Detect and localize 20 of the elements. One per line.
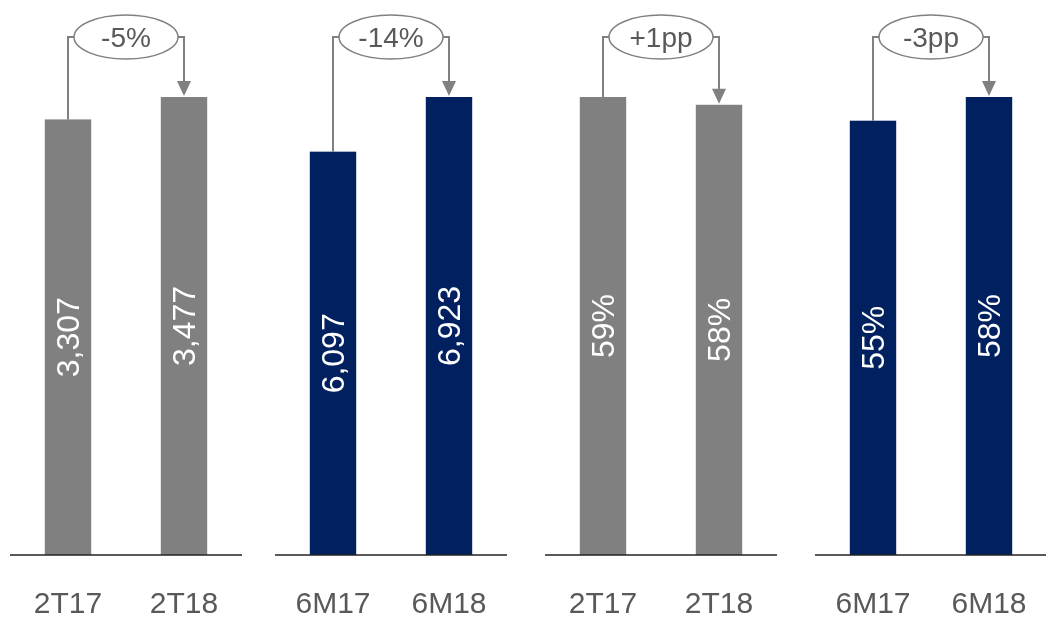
data-label: 59% [585, 293, 621, 359]
text: -5% [101, 21, 151, 53]
x-tick-label: 6M17 [835, 585, 911, 619]
data-label: 58% [701, 297, 737, 362]
data-label: 58% [971, 293, 1007, 359]
x-tick-label: 2T18 [149, 585, 219, 619]
x-tick-label: 2T18 [684, 585, 754, 619]
text: -3pp [902, 21, 960, 53]
data-label: 55% [855, 305, 891, 370]
text: +1pp [629, 21, 693, 53]
data-label: 6,923 [431, 285, 467, 367]
x-tick-label: 6M17 [295, 585, 371, 619]
data-label: 3,307 [50, 297, 86, 378]
x-tick-label: 2T17 [33, 585, 103, 619]
x-tick-label: 6M18 [951, 585, 1027, 619]
data-label: 6,097 [315, 313, 351, 394]
text: -14% [358, 21, 424, 53]
x-tick-label: 2T17 [568, 585, 638, 619]
data-label: 3,477 [166, 285, 202, 367]
x-tick-label: 6M18 [411, 585, 487, 619]
